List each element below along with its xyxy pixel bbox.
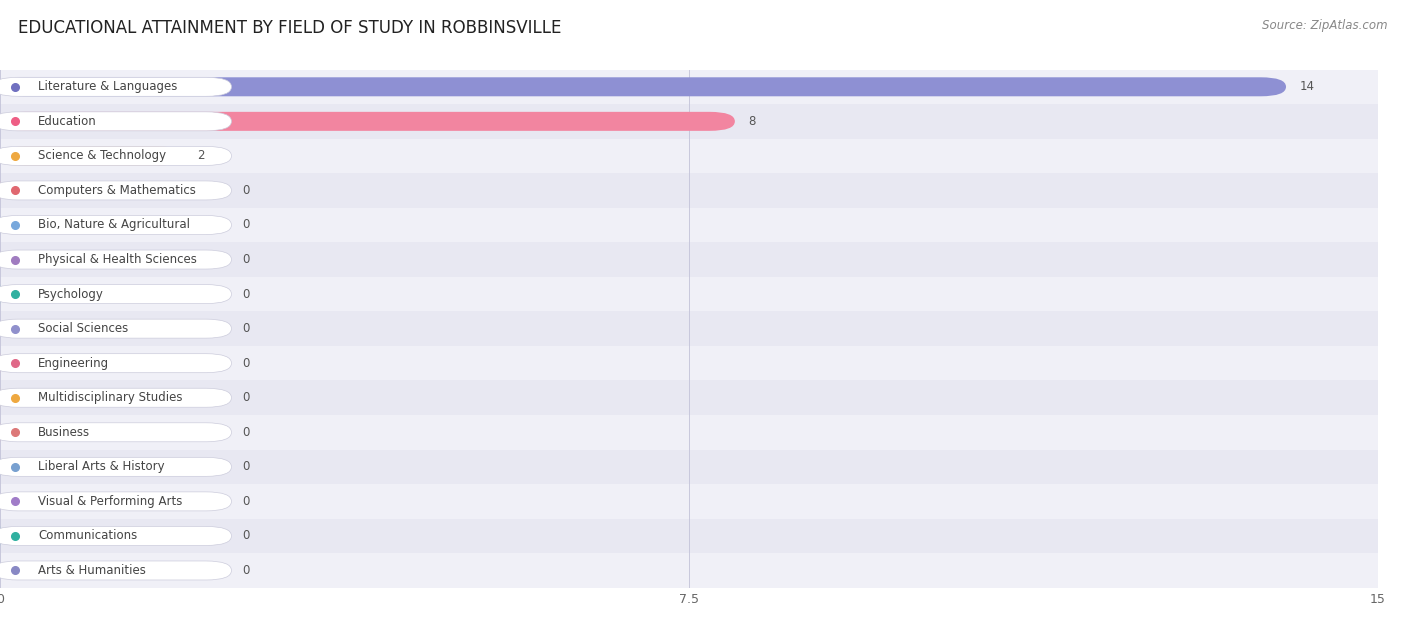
Text: Engineering: Engineering — [38, 356, 110, 370]
FancyBboxPatch shape — [0, 77, 232, 96]
Text: 0: 0 — [242, 322, 250, 335]
Text: Multidisciplinary Studies: Multidisciplinary Studies — [38, 391, 183, 404]
Bar — [0, 346, 1378, 380]
FancyBboxPatch shape — [0, 561, 232, 580]
Text: 2: 2 — [197, 149, 205, 162]
Text: 0: 0 — [242, 356, 250, 370]
FancyBboxPatch shape — [0, 77, 1286, 96]
FancyBboxPatch shape — [0, 526, 232, 545]
Text: 0: 0 — [242, 460, 250, 473]
FancyBboxPatch shape — [0, 423, 232, 442]
Text: Social Sciences: Social Sciences — [38, 322, 128, 335]
Text: Physical & Health Sciences: Physical & Health Sciences — [38, 253, 197, 266]
FancyBboxPatch shape — [0, 112, 735, 131]
Text: 0: 0 — [242, 288, 250, 301]
FancyBboxPatch shape — [0, 250, 232, 269]
Text: Visual & Performing Arts: Visual & Performing Arts — [38, 495, 183, 508]
Bar — [0, 553, 1378, 588]
Bar — [0, 138, 1378, 173]
Text: 0: 0 — [242, 564, 250, 577]
Bar — [0, 242, 1378, 277]
Text: EDUCATIONAL ATTAINMENT BY FIELD OF STUDY IN ROBBINSVILLE: EDUCATIONAL ATTAINMENT BY FIELD OF STUDY… — [18, 19, 561, 37]
Bar — [0, 277, 1378, 312]
FancyBboxPatch shape — [0, 112, 232, 131]
FancyBboxPatch shape — [0, 388, 232, 407]
Text: 0: 0 — [242, 495, 250, 508]
Text: 0: 0 — [242, 426, 250, 439]
FancyBboxPatch shape — [0, 147, 184, 166]
Text: Business: Business — [38, 426, 90, 439]
Bar — [0, 70, 1378, 104]
Bar — [0, 208, 1378, 242]
FancyBboxPatch shape — [0, 181, 232, 200]
FancyBboxPatch shape — [0, 492, 232, 511]
Text: 0: 0 — [242, 219, 250, 231]
Text: Computers & Mathematics: Computers & Mathematics — [38, 184, 195, 197]
Text: Psychology: Psychology — [38, 288, 104, 301]
Text: Bio, Nature & Agricultural: Bio, Nature & Agricultural — [38, 219, 190, 231]
Text: Literature & Languages: Literature & Languages — [38, 80, 177, 94]
Text: Communications: Communications — [38, 530, 138, 542]
Text: 8: 8 — [748, 115, 756, 128]
Text: 0: 0 — [242, 530, 250, 542]
Text: Arts & Humanities: Arts & Humanities — [38, 564, 146, 577]
FancyBboxPatch shape — [0, 216, 232, 234]
Bar — [0, 484, 1378, 519]
Bar — [0, 104, 1378, 138]
Text: 0: 0 — [242, 391, 250, 404]
Bar — [0, 519, 1378, 553]
Text: Source: ZipAtlas.com: Source: ZipAtlas.com — [1263, 19, 1388, 32]
Text: Education: Education — [38, 115, 97, 128]
Text: 0: 0 — [242, 253, 250, 266]
Bar — [0, 312, 1378, 346]
FancyBboxPatch shape — [0, 354, 232, 373]
FancyBboxPatch shape — [0, 147, 232, 166]
Text: 0: 0 — [242, 184, 250, 197]
FancyBboxPatch shape — [0, 319, 232, 338]
Bar — [0, 415, 1378, 449]
Text: Science & Technology: Science & Technology — [38, 149, 166, 162]
Bar — [0, 449, 1378, 484]
FancyBboxPatch shape — [0, 284, 232, 303]
FancyBboxPatch shape — [0, 458, 232, 477]
Bar — [0, 380, 1378, 415]
Bar — [0, 173, 1378, 208]
Text: Liberal Arts & History: Liberal Arts & History — [38, 460, 165, 473]
Text: 14: 14 — [1299, 80, 1315, 94]
